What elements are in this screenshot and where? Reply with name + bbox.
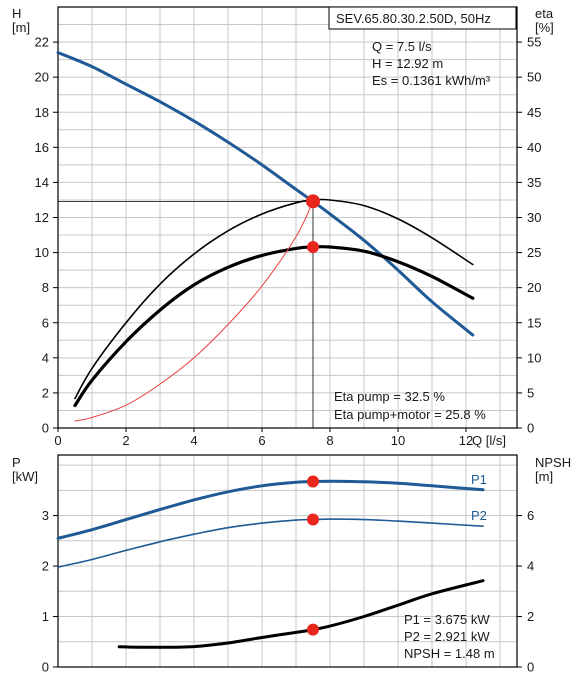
panel2-left-tick-label: 3 <box>42 508 49 523</box>
panel1-right-tick-label: 10 <box>527 350 541 365</box>
panel1-right-tick-label: 5 <box>527 385 534 400</box>
panel1-left-tick-label: 12 <box>35 210 49 225</box>
panel1-operating-point <box>306 194 320 209</box>
panel1-right-tick-label: 20 <box>527 280 541 295</box>
panel1-x-axis-label: Q [l/s] <box>472 433 506 448</box>
panel1-x-tick-label: 4 <box>190 433 197 448</box>
panel1-left-tick-label: 20 <box>35 70 49 85</box>
panel2-right-tick-label: 6 <box>527 508 534 523</box>
head-axis-label: H [m] <box>12 6 30 35</box>
panel1-left-tick-label: 4 <box>42 350 49 365</box>
panel1-right-tick-label: 30 <box>527 210 541 225</box>
panel1-left-tick-label: 10 <box>35 245 49 260</box>
panel1-x-tick-label: 2 <box>122 433 129 448</box>
eta-pump-label: Eta pump = 32.5 % <box>334 389 445 404</box>
panel1-right-tick-label: 15 <box>527 315 541 330</box>
panel2-right-tick-label: 2 <box>527 609 534 624</box>
panel1-right-tick-label: 25 <box>527 245 541 260</box>
power-axis-label: P [kW] <box>12 455 38 484</box>
eta-axis-label: eta [%] <box>535 6 554 35</box>
panel1-system-curve <box>74 200 314 422</box>
panel2-operating-point <box>307 513 319 526</box>
panel2-left-tick-label: 1 <box>42 609 49 624</box>
panel1-x-tick-label: 10 <box>391 433 405 448</box>
panel1-left-tick-label: 6 <box>42 315 49 330</box>
panel1-right-tick-label: 40 <box>527 140 541 155</box>
panel2-p1-series-label: P1 <box>471 472 487 487</box>
panel1-x-tick-label: 8 <box>326 433 333 448</box>
npsh-value-label: NPSH = 1.48 m <box>404 646 495 661</box>
panel2-left-tick-label: 0 <box>42 660 49 675</box>
panel1-x-tick-label: 12 <box>459 433 473 448</box>
panel1-left-tick-label: 8 <box>42 280 49 295</box>
panel1-left-tick-label: 22 <box>35 35 49 50</box>
eta-pump-motor-label: Eta pump+motor = 25.8 % <box>334 407 486 422</box>
panel2-right-tick-label: 4 <box>527 559 534 574</box>
panel2-p2-series-label: P2 <box>471 508 487 523</box>
duty-head-label: H = 12.92 m <box>372 56 443 71</box>
duty-flow-label: Q = 7.5 l/s <box>372 39 432 54</box>
panel1-head-curve <box>56 51 475 337</box>
panel1-right-tick-label: 45 <box>527 105 541 120</box>
pump-model-box <box>328 6 517 30</box>
panel2-right-tick-label: 0 <box>527 660 534 675</box>
panel2-operating-point <box>307 623 319 636</box>
panel1-right-tick-label: 55 <box>527 35 541 50</box>
panel1-eta-pump-motor-curve <box>73 245 475 408</box>
p1-power-label: P1 = 3.675 kW <box>404 612 490 627</box>
panel1-left-tick-label: 14 <box>35 175 49 190</box>
panel2-left-tick-label: 2 <box>42 559 49 574</box>
panel2-operating-point <box>307 475 319 488</box>
panel1-left-tick-label: 18 <box>35 105 49 120</box>
panel1-x-tick-label: 6 <box>258 433 265 448</box>
panel2-p1-curve <box>56 479 485 540</box>
panel1-operating-point <box>307 240 319 253</box>
panel1-right-tick-label: 50 <box>527 70 541 85</box>
panel1-x-tick-label: 0 <box>54 433 61 448</box>
panel1-right-tick-label: 35 <box>527 175 541 190</box>
panel1-eta-pump-curve <box>74 198 474 400</box>
npsh-axis-label: NPSH [m] <box>535 455 571 484</box>
panel1-right-tick-label: 0 <box>527 421 534 436</box>
energy-specific-label: Es = 0.1361 kWh/m³ <box>372 73 491 88</box>
panel1-left-tick-label: 16 <box>35 140 49 155</box>
panel2-npsh-curve <box>117 579 485 649</box>
panel1-left-tick-label: 2 <box>42 385 49 400</box>
pump-model-label: SEV.65.80.30.2.50D, 50Hz <box>336 11 491 26</box>
panel2-frame <box>57 454 518 668</box>
panel2-p2-curve <box>57 518 484 568</box>
panel1-left-tick-label: 0 <box>42 421 49 436</box>
p2-power-label: P2 = 2.921 kW <box>404 629 490 644</box>
